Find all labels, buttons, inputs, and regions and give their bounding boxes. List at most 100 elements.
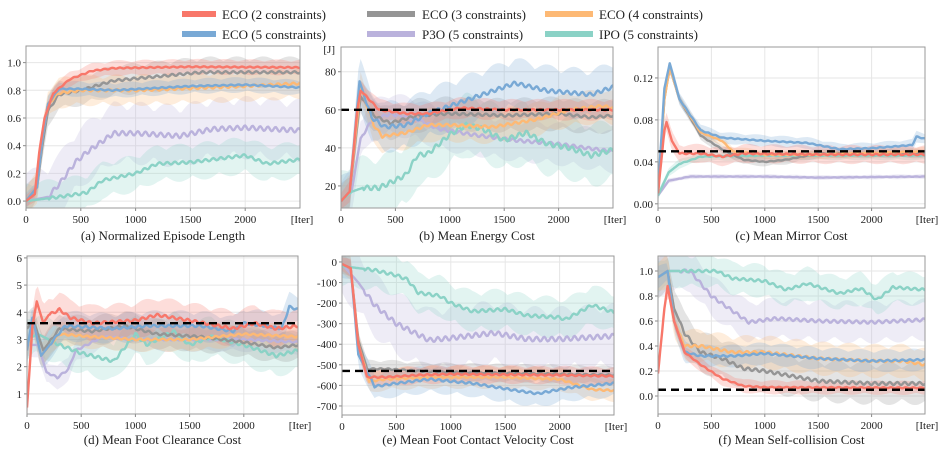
y-tick-label: 0.2 (7, 168, 21, 180)
y-tick-label: -400 (317, 339, 338, 351)
x-tick-label: 2000 (861, 420, 884, 432)
series-line-eco-2-constraints (342, 262, 614, 379)
x-tick-label: 2000 (548, 214, 571, 226)
plot-area (658, 62, 925, 200)
x-tick-label: 1500 (807, 214, 830, 226)
x-tick-label: 1000 (754, 420, 777, 432)
legend-swatch-eco2 (182, 11, 216, 17)
confidence-band-eco-3-constraints (26, 56, 300, 208)
series-line-p3o-5-constraints (26, 124, 300, 203)
chart-panel-b: 0 500 1000 1500 2000 [Iter] 20 40 60 80 [J] (b) Mea… (323, 44, 626, 243)
x-tick-label: 500 (388, 421, 405, 433)
series-line-p3o-5-constraints (342, 263, 614, 343)
x-tick-label: 500 (73, 214, 90, 226)
chart-caption: (d) Mean Foot Clearance Cost (84, 432, 242, 447)
confidence-band-eco-4-constraints (26, 67, 300, 208)
series-line-eco-5-constraints (658, 269, 925, 363)
y-tick-label: 0.4 (639, 341, 653, 353)
y-tick-label: 0.00 (634, 199, 654, 211)
x-tick-label: 1500 (179, 214, 202, 226)
x-tick-label: 2000 (861, 214, 884, 226)
y-tick-label: -700 (317, 401, 338, 413)
x-tick-label: 500 (703, 214, 720, 226)
confidence-band-ipo-5-constraints (341, 92, 613, 208)
chart-panel-a: 0 500 1000 1500 2000 [Iter] 0.0 0.2 0.4 0.6 0.8 1.0… (7, 45, 314, 243)
confidence-band-p3o-5-constraints (26, 96, 300, 208)
series-line-eco-3-constraints (27, 319, 298, 352)
x-tick-label: 1500 (494, 421, 517, 433)
chart-caption: (b) Mean Energy Cost (419, 228, 535, 243)
x-tick-label: 2000 (234, 214, 257, 226)
x-tick-label: 1000 (439, 214, 462, 226)
series-line-eco-3-constraints (341, 95, 613, 202)
y-tick-label: 0.6 (7, 113, 21, 125)
x-tick-label: 1000 (125, 214, 148, 226)
series-line-ipo-5-constraints (658, 268, 925, 301)
x-tick-label: 1000 (754, 214, 777, 226)
legend-label-p3o: P3O (5 constraints) (422, 27, 523, 42)
y-tick-label: 60 (325, 105, 337, 117)
x-tick-label: 0 (338, 214, 344, 226)
series-line-eco-5-constraints (26, 83, 300, 202)
y-tick-label: 6 (17, 253, 23, 265)
legend-swatch-p3o (367, 31, 415, 37)
series-line-p3o-5-constraints (658, 268, 925, 325)
plot-frame (657, 255, 926, 415)
y-tick-label: -500 (317, 360, 338, 372)
legend: ECO (2 constraints) ECO (3 constraints) … (182, 7, 703, 42)
confidence-band-eco-5-constraints (341, 58, 613, 208)
x-tick-label: 0 (339, 421, 345, 433)
confidence-band-ipo-5-constraints (26, 137, 300, 208)
series-line-p3o-5-constraints (341, 111, 613, 202)
x-tick-label: 1000 (440, 421, 463, 433)
legend-label-eco3: ECO (3 constraints) (422, 7, 526, 22)
plot-frame (340, 46, 614, 209)
x-tick-label: 500 (387, 214, 404, 226)
y-tick-label: 0.0 (639, 391, 653, 403)
y-tick-label: 3 (17, 334, 23, 346)
legend-label-ipo: IPO (5 constraints) (599, 27, 698, 42)
chart-caption: (c) Mean Mirror Cost (735, 228, 848, 243)
confidence-band-eco-5-constraints (658, 62, 925, 200)
series-line-eco-2-constraints (658, 284, 925, 390)
chart-caption: (e) Mean Foot Contact Velocity Cost (382, 432, 574, 447)
legend-label-eco4: ECO (4 constraints) (599, 7, 703, 22)
plot-area (658, 256, 925, 405)
confidence-band-ipo-5-constraints (658, 256, 925, 315)
x-tick-label: 1000 (124, 420, 147, 432)
confidence-band-eco-4-constraints (341, 72, 613, 208)
plot-area (26, 56, 300, 208)
plot-area (27, 286, 298, 414)
plot-area (341, 58, 613, 208)
x-tick-label: 0 (23, 214, 29, 226)
y-tick-label: 1.0 (639, 266, 653, 278)
y-tick-label: 0.8 (639, 291, 653, 303)
legend-label-eco2: ECO (2 constraints) (222, 7, 326, 22)
series-line-eco-2-constraints (26, 65, 300, 203)
y-tick-label: 0.2 (639, 366, 653, 378)
confidence-band-eco-3-constraints (658, 256, 925, 405)
legend-swatch-eco4 (545, 11, 593, 17)
confidence-band-eco-3-constraints (341, 80, 613, 208)
y-tick-label: 40 (325, 143, 337, 155)
y-tick-label: 0.12 (634, 73, 653, 85)
series-line-eco-5-constraints (342, 262, 614, 396)
y-tick-label: 4 (17, 307, 23, 319)
x-tick-label: 500 (703, 420, 720, 432)
y-tick-label: -200 (317, 298, 338, 310)
x-axis-label: [Iter] (291, 214, 314, 226)
y-tick-label: 20 (325, 181, 337, 193)
x-axis-label: [Iter] (604, 214, 627, 226)
y-tick-label: 0.0 (7, 196, 21, 208)
plot-background (658, 47, 925, 208)
y-tick-label: -600 (317, 380, 338, 392)
chart-panel-c: 0 500 1000 1500 2000 [Iter] 0.00 0.04 0.08 0.12 (c… (634, 46, 938, 243)
series-line-eco-5-constraints (341, 80, 613, 202)
series-line-eco-2-constraints (27, 300, 298, 408)
chart-panel-f: 0 500 1000 1500 2000 [Iter] 0.0 0.2 0.4 0.6 0.8 1.0… (639, 255, 938, 447)
y-tick-label: 80 (325, 67, 337, 79)
plot-frame (341, 255, 615, 416)
x-tick-label: 500 (73, 420, 90, 432)
plot-frame (26, 255, 299, 415)
